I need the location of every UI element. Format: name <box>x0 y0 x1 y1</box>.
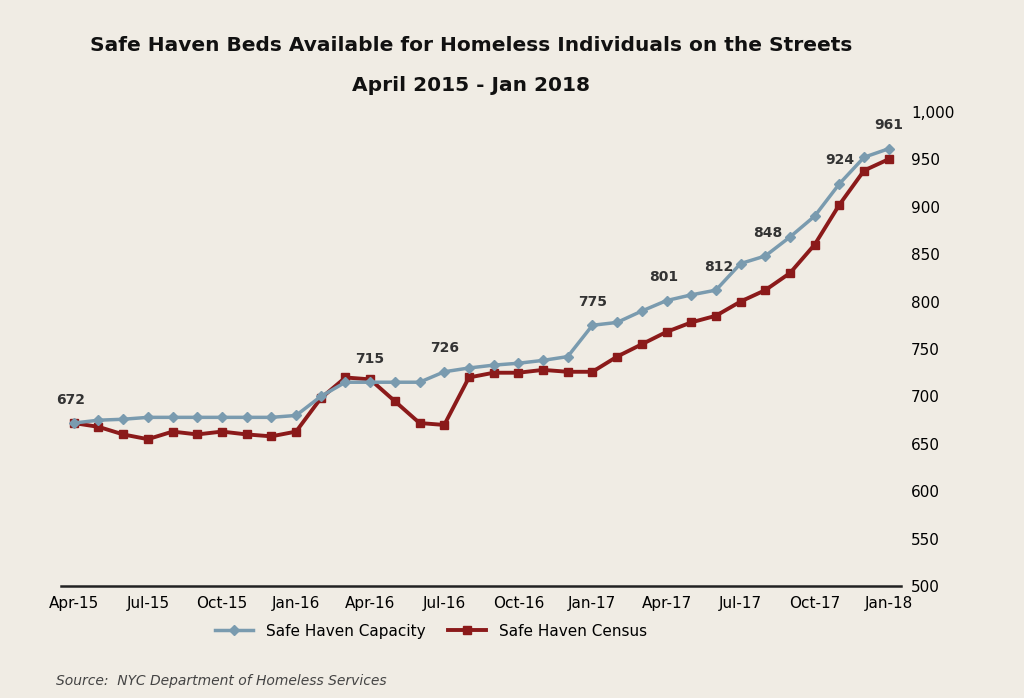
Safe Haven Census <box>339 373 351 382</box>
Safe Haven Capacity <box>587 321 599 329</box>
Text: 848: 848 <box>754 225 782 239</box>
Safe Haven Census <box>141 435 154 443</box>
Safe Haven Capacity <box>512 359 524 367</box>
Safe Haven Census <box>636 340 648 348</box>
Safe Haven Census <box>216 427 228 436</box>
Safe Haven Census <box>414 419 426 427</box>
Legend: Safe Haven Capacity, Safe Haven Census: Safe Haven Capacity, Safe Haven Census <box>209 618 652 645</box>
Safe Haven Census <box>883 155 895 163</box>
Safe Haven Capacity <box>537 356 549 364</box>
Safe Haven Capacity <box>463 364 475 372</box>
Safe Haven Census <box>660 328 673 336</box>
Safe Haven Capacity <box>438 368 451 376</box>
Safe Haven Census <box>734 297 746 306</box>
Safe Haven Capacity <box>883 144 895 153</box>
Safe Haven Census <box>92 423 104 431</box>
Safe Haven Census <box>438 421 451 429</box>
Safe Haven Capacity <box>834 179 846 188</box>
Safe Haven Capacity <box>636 307 648 315</box>
Safe Haven Capacity <box>414 378 426 387</box>
Safe Haven Census <box>265 432 278 440</box>
Safe Haven Census <box>314 394 327 403</box>
Safe Haven Census <box>68 419 80 427</box>
Safe Haven Capacity <box>314 392 327 401</box>
Safe Haven Census <box>759 286 771 295</box>
Safe Haven Census <box>537 366 549 374</box>
Safe Haven Capacity <box>487 361 500 369</box>
Safe Haven Capacity <box>389 378 401 387</box>
Safe Haven Census <box>167 427 179 436</box>
Safe Haven Census <box>685 318 697 327</box>
Safe Haven Capacity <box>364 378 376 387</box>
Safe Haven Census <box>290 427 302 436</box>
Text: 812: 812 <box>705 260 733 274</box>
Text: Safe Haven Beds Available for Homeless Individuals on the Streets: Safe Haven Beds Available for Homeless I… <box>90 36 852 55</box>
Safe Haven Capacity <box>809 212 821 221</box>
Safe Haven Census <box>364 376 376 384</box>
Safe Haven Capacity <box>265 413 278 422</box>
Safe Haven Capacity <box>611 318 624 327</box>
Line: Safe Haven Census: Safe Haven Census <box>70 155 893 443</box>
Text: Source:  NYC Department of Homeless Services: Source: NYC Department of Homeless Servi… <box>56 674 387 688</box>
Safe Haven Census <box>241 430 253 438</box>
Safe Haven Capacity <box>783 233 796 242</box>
Safe Haven Capacity <box>241 413 253 422</box>
Safe Haven Census <box>561 368 573 376</box>
Safe Haven Capacity <box>710 286 722 295</box>
Text: 961: 961 <box>874 118 903 132</box>
Safe Haven Census <box>587 368 599 376</box>
Safe Haven Capacity <box>117 415 129 424</box>
Safe Haven Capacity <box>734 260 746 268</box>
Safe Haven Capacity <box>68 419 80 427</box>
Text: 924: 924 <box>824 154 854 168</box>
Safe Haven Census <box>191 430 204 438</box>
Safe Haven Capacity <box>660 297 673 305</box>
Text: 715: 715 <box>355 352 385 366</box>
Safe Haven Census <box>834 200 846 209</box>
Text: 726: 726 <box>430 341 459 355</box>
Safe Haven Census <box>783 269 796 277</box>
Safe Haven Capacity <box>759 252 771 260</box>
Safe Haven Capacity <box>141 413 154 422</box>
Safe Haven Capacity <box>685 290 697 299</box>
Text: 801: 801 <box>649 270 678 284</box>
Safe Haven Census <box>463 373 475 382</box>
Line: Safe Haven Capacity: Safe Haven Capacity <box>71 145 892 426</box>
Safe Haven Capacity <box>191 413 204 422</box>
Safe Haven Census <box>809 240 821 248</box>
Safe Haven Census <box>710 311 722 320</box>
Safe Haven Capacity <box>339 378 351 387</box>
Text: 775: 775 <box>578 295 607 309</box>
Safe Haven Census <box>117 430 129 438</box>
Text: April 2015 - Jan 2018: April 2015 - Jan 2018 <box>352 75 590 95</box>
Safe Haven Capacity <box>561 352 573 361</box>
Safe Haven Census <box>512 369 524 377</box>
Safe Haven Census <box>858 166 870 174</box>
Safe Haven Capacity <box>858 153 870 161</box>
Safe Haven Capacity <box>290 411 302 419</box>
Safe Haven Census <box>487 369 500 377</box>
Text: 672: 672 <box>56 392 86 407</box>
Safe Haven Capacity <box>216 413 228 422</box>
Safe Haven Capacity <box>167 413 179 422</box>
Safe Haven Census <box>611 352 624 361</box>
Safe Haven Census <box>389 397 401 406</box>
Safe Haven Capacity <box>92 416 104 424</box>
